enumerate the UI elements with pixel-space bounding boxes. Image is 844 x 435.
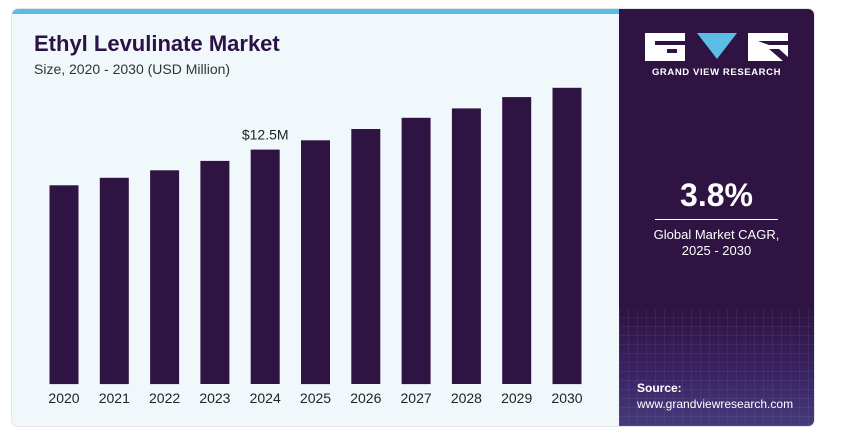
chart-title: Ethyl Levulinate Market <box>34 31 280 56</box>
source-label: Source: <box>637 381 682 395</box>
sidebar-texture <box>619 309 814 426</box>
summary-sidebar: GRAND VIEW RESEARCH 3.8% Global Market C… <box>619 9 814 426</box>
bar-2023 <box>200 160 230 384</box>
bar-2025 <box>301 140 330 385</box>
bar-2020 <box>49 185 79 385</box>
chart-panel: Ethyl Levulinate Market Size, 2020 - 203… <box>12 9 619 426</box>
bar-2028 <box>451 108 481 385</box>
x-tick-label-2021: 2021 <box>99 390 130 406</box>
cagr-label-line-1: Global Market CAGR, <box>653 227 780 242</box>
bar-chart: 2020 2021 2022 2023 2024 $12.5M 2025 2026 2027 20… <box>48 87 583 406</box>
bar-2026 <box>351 129 381 384</box>
infographic-card: Ethyl Levulinate Market Size, 2020 - 203… <box>12 9 814 426</box>
x-tick-label-2026: 2026 <box>350 390 381 406</box>
bar-2029 <box>502 97 532 384</box>
x-tick-label-2022: 2022 <box>149 390 180 406</box>
bar-2021 <box>99 177 129 385</box>
x-tick-label-2024: 2024 <box>250 390 281 406</box>
x-tick-label-2030: 2030 <box>551 390 582 406</box>
x-tick-label-2027: 2027 <box>401 390 432 406</box>
x-tick-label-2020: 2020 <box>48 390 79 406</box>
bar-2027 <box>401 117 431 385</box>
x-tick-label-2028: 2028 <box>451 390 482 406</box>
brand-name: GRAND VIEW RESEARCH <box>651 67 782 78</box>
chart-subtitle: Size, 2020 - 2030 (USD Million) <box>34 61 231 77</box>
grand-view-research-logo-icon <box>645 33 788 61</box>
cagr-label-line-2: 2025 - 2030 <box>681 243 752 258</box>
x-tick-label-2025: 2025 <box>300 390 331 406</box>
x-tick-label-2023: 2023 <box>199 390 230 406</box>
accent-bar <box>12 9 619 14</box>
bar-2022 <box>150 170 180 385</box>
x-tick-label-2029: 2029 <box>501 390 532 406</box>
cagr-label: Global Market CAGR, 2025 - 2030 <box>619 227 814 259</box>
data-label-2024: $12.5M <box>242 127 289 143</box>
cagr-value: 3.8% <box>680 177 753 213</box>
cagr-divider <box>655 219 778 220</box>
bar-2030 <box>552 87 582 385</box>
bar-2024 <box>250 149 280 384</box>
source-url[interactable]: www.grandviewresearch.com <box>637 397 794 411</box>
